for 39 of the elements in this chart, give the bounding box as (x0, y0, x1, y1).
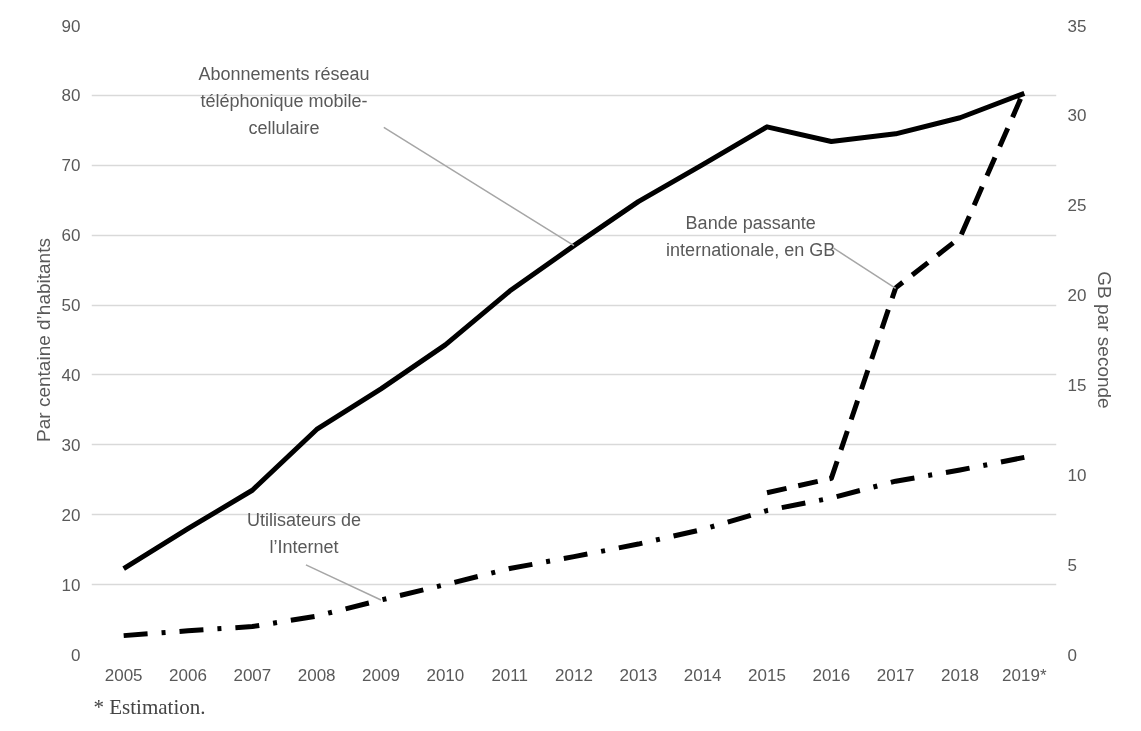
x-tick-label: 2010 (426, 665, 465, 685)
x-tick-label: 2006 (169, 665, 207, 685)
y-tick-label: 50 (61, 296, 81, 316)
y2-tick-label: 15 (1067, 375, 1087, 395)
x-tick-label: 2016 (812, 665, 851, 685)
x-tick-label: 2019* (1002, 665, 1047, 685)
y-tick-label: 40 (61, 365, 81, 385)
x-tick-label: 2015 (748, 665, 786, 685)
x-tick-label: 2014 (683, 665, 722, 685)
annotation: Abonnements réseau téléphonique mobile- cellulaire (198, 63, 370, 138)
y2-tick-label: 10 (1067, 465, 1087, 485)
y2-axis-title: GB par seconde (1094, 271, 1116, 409)
x-tick-label: 2013 (619, 665, 658, 685)
y2-tick-label: 5 (1067, 555, 1077, 575)
x-tick-label: 2005 (104, 665, 143, 685)
annotation: Utilisateurs de l’Internet (246, 510, 362, 558)
y2-tick-label: 20 (1067, 286, 1087, 306)
y-tick-label: 90 (61, 16, 81, 36)
y2-tick-label: 35 (1067, 16, 1087, 36)
y-axis-title: Par centaine d’habitants (32, 238, 54, 442)
y2-tick-label: 30 (1067, 106, 1087, 126)
y-tick-label: 70 (61, 156, 81, 176)
annotation: Bande passante internationale, en GB (666, 212, 836, 260)
y-tick-label: 30 (61, 435, 81, 455)
x-tick-label: 2009 (362, 665, 400, 685)
x-tick-label: 2007 (233, 665, 272, 685)
y-tick-label: 80 (61, 86, 81, 106)
x-tick-label: 2018 (941, 665, 979, 685)
y-tick-label: 0 (71, 645, 81, 665)
x-tick-label: 2017 (876, 665, 915, 685)
x-tick-label: 2012 (555, 665, 593, 685)
x-tick-label: 2008 (297, 665, 336, 685)
y-tick-label: 10 (61, 575, 81, 595)
y-tick-label: 20 (61, 505, 81, 525)
text: * Estimation. (93, 694, 206, 719)
y2-tick-label: 25 (1067, 196, 1087, 216)
y2-tick-label: 0 (1067, 645, 1077, 665)
x-tick-label: 2011 (491, 665, 528, 685)
y-tick-label: 60 (61, 226, 81, 246)
